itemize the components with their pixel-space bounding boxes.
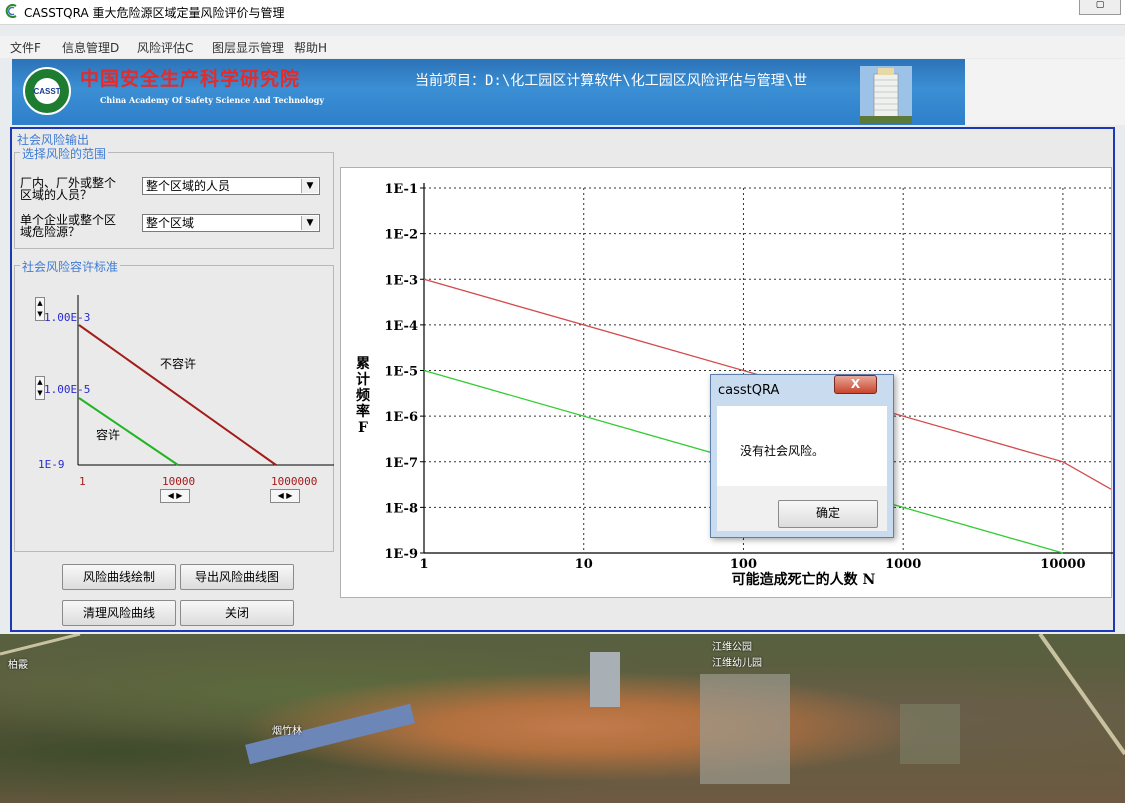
x-axis-label: 可能造成死亡的人数 N (732, 571, 876, 588)
menu-bar: 文件F 信息管理D 风险评估C 图层显示管理 帮助H (0, 36, 1125, 58)
map-features (0, 634, 1125, 784)
hazard-scope-select[interactable]: 整个区域 ▼ (142, 214, 320, 232)
org-name-cn: 中国安全生产科学研究院 (80, 68, 301, 90)
banner-blank-area (965, 59, 1125, 125)
y-tick-label: 1E-3 (384, 273, 418, 288)
ok-button[interactable]: 确定 (778, 500, 878, 528)
lower-value-spinner[interactable]: ▲ ▼ (35, 376, 45, 400)
x-tick-label: 1000 (885, 557, 921, 572)
y-axis-label-char: F (358, 420, 368, 436)
intolerable-line (78, 324, 277, 466)
y-tick-label: 1E-9 (384, 547, 418, 562)
x-tick-label: 10 (575, 557, 593, 572)
dropdown-arrow-icon[interactable]: ▼ (301, 179, 318, 193)
title-bar: CASSTQRA 重大危险源区域定量风险评价与管理 ▢ (0, 0, 1125, 25)
menu-info-management[interactable]: 信息管理D (62, 41, 120, 55)
hazard-scope-value: 整个区域 (146, 216, 195, 230)
svg-text:CASST: CASST (33, 87, 60, 96)
mid-value-scroller[interactable]: ◀ ▶ (160, 489, 190, 503)
right-value-scroller[interactable]: ◀ ▶ (270, 489, 300, 503)
map-road (1038, 634, 1125, 756)
y-tick-label: 1E-1 (384, 182, 418, 197)
x-tick-label: 10000 (1040, 557, 1085, 572)
window-panel-title: 社会风险输出 (15, 131, 92, 148)
q2-label-line2: 域危险源？ (20, 225, 81, 239)
close-button[interactable]: 关闭 (180, 600, 294, 626)
person-scope-select[interactable]: 整个区域的人员 ▼ (142, 177, 320, 195)
min-value-text: 1E-9 (38, 458, 65, 471)
dialog-message: 没有社会风险。 (740, 444, 825, 458)
y-tick-label: 1E-7 (384, 456, 418, 471)
q2-label-line1: 单个企业或整个区 (20, 213, 117, 227)
map-label: 柏霰 (8, 660, 28, 671)
map-road (0, 634, 81, 656)
map-label: 江维幼儿园 (712, 658, 762, 669)
app-icon (5, 4, 17, 18)
dialog-title: casstQRA (718, 383, 780, 398)
x-tick-label: 100 (730, 557, 757, 572)
y-tick-label: 1E-8 (384, 501, 418, 516)
x-left-text: 1 (79, 475, 86, 488)
criteria-mini-chart: 1.00E-3 1.00E-5 1E-9 不容许 容许 1 10000 1000… (38, 295, 334, 488)
map-label: 江维公园 (712, 642, 752, 653)
map-building (590, 652, 620, 707)
person-scope-value: 整个区域的人员 (146, 179, 231, 193)
fn-curve-chart: 1E-1 1E-2 1E-3 1E-4 1E-5 1E-6 1E-7 1E-8 1E-91 10 1… (356, 182, 1113, 588)
lower-value-text: 1.00E-5 (44, 383, 90, 396)
map-label: 烟竹林 (272, 726, 302, 737)
intolerable-label: 不容许 (160, 356, 196, 371)
dialog-close-icon[interactable]: X (834, 375, 877, 394)
menu-risk-assessment[interactable]: 风险评估C (137, 41, 194, 55)
header-banner (12, 59, 1122, 125)
tolerable-label: 容许 (96, 427, 120, 442)
window-title: CASSTQRA 重大危险源区域定量风险评价与管理 (24, 6, 285, 20)
export-risk-curve-button[interactable]: 导出风险曲线图 (180, 564, 294, 590)
q1-label-line2: 区域的人员？ (20, 188, 93, 202)
x-right-text: 1000000 (271, 475, 317, 488)
map-building (245, 703, 415, 765)
y-tick-label: 1E-5 (384, 365, 418, 380)
x-tick-label: 1 (419, 557, 428, 572)
map-field (900, 704, 960, 764)
casst-logo: CASST (23, 67, 71, 115)
clear-risk-curve-button[interactable]: 清理风险曲线 (62, 600, 176, 626)
y-axis-label-char: 累 (356, 356, 370, 372)
y-axis-label-char: 计 (356, 371, 370, 388)
y-tick-label: 1E-4 (384, 319, 418, 334)
draw-risk-curve-button[interactable]: 风险曲线绘制 (62, 564, 176, 590)
window-controls[interactable]: ▢ (1079, 0, 1121, 15)
q1-label-line1: 厂内、厂外或整个 (20, 176, 117, 190)
y-tick-label: 1E-2 (384, 228, 418, 243)
y-axis-label-char: 率 (356, 403, 370, 420)
menu-file[interactable]: 文件F (10, 41, 41, 55)
map-building (700, 674, 790, 784)
building-image (860, 66, 912, 124)
menu-layer-display[interactable]: 图层显示管理 (212, 41, 285, 55)
menu-help[interactable]: 帮助H (294, 41, 328, 55)
fn-series-line-1 (423, 278, 1112, 490)
org-name-en: China Academy Of Safety Science And Tech… (100, 95, 324, 105)
criteria-group-title: 社会风险容许标准 (20, 258, 121, 275)
current-project-path: 当前项目：D:\化工园区计算软件\化工园区风险评估与管理\世 (415, 73, 808, 89)
dialog-body (717, 406, 887, 486)
satellite-map[interactable]: 柏霰 烟竹林 江维公园 江维幼儿园 (0, 634, 1125, 803)
y-axis-label-char: 频 (356, 387, 370, 404)
y-tick-label: 1E-6 (384, 410, 418, 425)
dropdown-arrow-icon[interactable]: ▼ (301, 216, 318, 230)
tolerable-line (78, 397, 179, 466)
upper-value-text: 1.00E-3 (44, 311, 90, 324)
criteria-group (14, 265, 334, 552)
upper-value-spinner[interactable]: ▲ ▼ (35, 297, 45, 321)
x-mid-text: 10000 (162, 475, 195, 488)
scope-group-title: 选择风险的范围 (20, 145, 109, 162)
scope-group (14, 152, 334, 249)
